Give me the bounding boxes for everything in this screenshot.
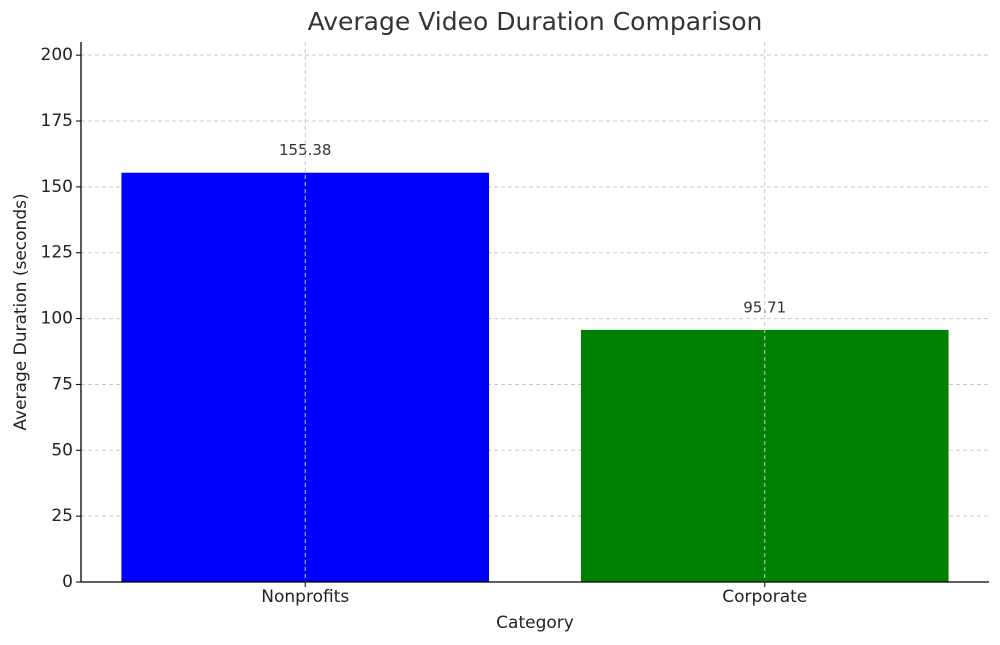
y-tick-label: 50: [51, 440, 73, 460]
y-axis-label: Average Duration (seconds): [11, 193, 31, 430]
y-tick-label: 0: [62, 572, 73, 592]
y-tick-label: 200: [41, 45, 73, 65]
y-tick-label: 175: [41, 111, 73, 131]
y-tick-label: 100: [41, 309, 73, 329]
x-tick-label: Corporate: [722, 587, 807, 607]
y-tick-label: 125: [41, 243, 73, 263]
y-tick-label: 150: [41, 177, 73, 197]
y-tick-label: 25: [51, 506, 73, 526]
value-label: 95.71: [743, 298, 786, 316]
x-tick-label: Nonprofits: [261, 587, 349, 607]
x-axis-label: Category: [496, 613, 574, 633]
chart-title: Average Video Duration Comparison: [308, 7, 763, 36]
y-tick-label: 75: [51, 374, 73, 394]
